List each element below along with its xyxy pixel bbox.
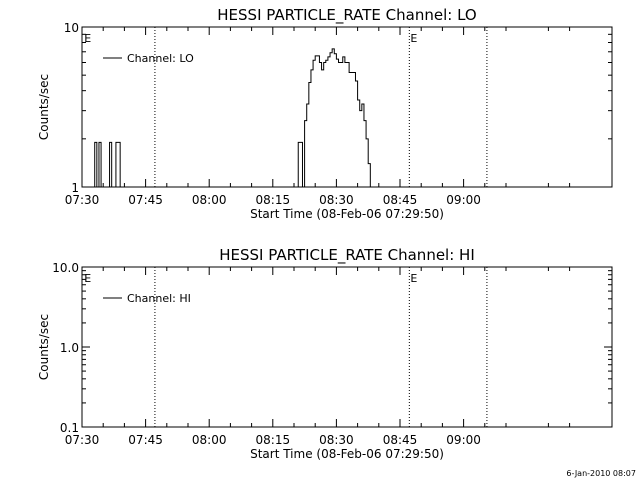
- x-tick-label: 08:15: [256, 193, 291, 207]
- x-axis-label: Start Time (08-Feb-06 07:29:50): [250, 207, 444, 221]
- y-tick-label: 0.1: [60, 421, 79, 435]
- x-axis-label: Start Time (08-Feb-06 07:29:50): [250, 447, 444, 461]
- chart-title: HESSI PARTICLE_RATE Channel: HI: [219, 246, 475, 265]
- legend-label: Channel: HI: [127, 292, 191, 305]
- x-tick-label: 09:00: [446, 193, 481, 207]
- legend-label: Channel: LO: [127, 52, 194, 65]
- x-tick-label: 08:45: [383, 193, 418, 207]
- y-tick-label: 1: [71, 181, 79, 195]
- data-series-line: [92, 48, 373, 188]
- event-marker-label: E: [410, 32, 417, 45]
- event-marker-label: E: [84, 272, 91, 285]
- x-tick-label: 07:30: [65, 193, 100, 207]
- y-axis-label: Counts/sec: [37, 74, 51, 140]
- x-tick-label: 07:45: [128, 193, 163, 207]
- chart-title: HESSI PARTICLE_RATE Channel: LO: [217, 6, 476, 25]
- x-tick-label: 08:30: [319, 193, 354, 207]
- x-tick-label: 07:45: [128, 433, 163, 447]
- x-tick-label: 08:00: [192, 433, 227, 447]
- x-tick-label: 08:15: [256, 433, 291, 447]
- x-tick-label: 07:30: [65, 433, 100, 447]
- x-tick-label: 09:00: [446, 433, 481, 447]
- y-tick-label: 10.0: [52, 261, 79, 275]
- x-tick-label: 08:00: [192, 193, 227, 207]
- y-tick-label: 10: [64, 21, 79, 35]
- plot-frame: [81, 266, 613, 428]
- event-marker-label: E: [410, 272, 417, 285]
- footer-timestamp: 6-Jan-2010 08:07: [566, 469, 636, 478]
- x-tick-label: 08:30: [319, 433, 354, 447]
- plot-frame: [81, 26, 613, 188]
- y-tick-label: 1.0: [60, 341, 79, 355]
- panel-hi: HESSI PARTICLE_RATE Channel: HI 07:30 07:4…: [37, 246, 613, 461]
- panel-lo: HESSI PARTICLE_RATE Channel: LO 07:30 07:4…: [37, 6, 613, 221]
- x-tick-label: 08:45: [383, 433, 418, 447]
- y-axis-label: Counts/sec: [37, 314, 51, 380]
- event-marker-label: E: [84, 32, 91, 45]
